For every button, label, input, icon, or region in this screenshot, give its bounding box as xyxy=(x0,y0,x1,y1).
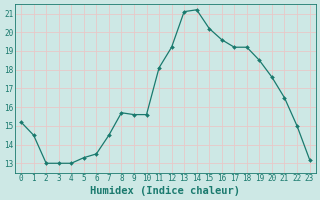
X-axis label: Humidex (Indice chaleur): Humidex (Indice chaleur) xyxy=(90,186,240,196)
